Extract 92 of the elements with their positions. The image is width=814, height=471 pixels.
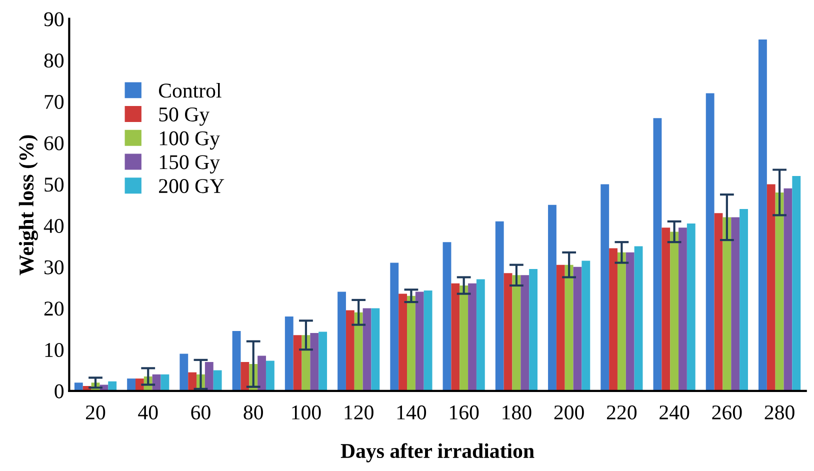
bar: [564, 264, 574, 391]
bar: [338, 292, 346, 391]
bar: [670, 232, 679, 391]
legend-label: 150 Gy: [160, 155, 220, 174]
legend-label: 100 Gy: [160, 131, 220, 150]
bar: [188, 372, 197, 391]
x-tick-label: 200: [554, 405, 584, 420]
bar: [266, 360, 274, 391]
bar: [310, 333, 319, 391]
legend-label: 50 Gy: [159, 107, 210, 126]
bar: [398, 294, 408, 391]
bar: [706, 93, 714, 391]
x-tick-label: 100: [292, 405, 321, 420]
bar: [766, 184, 776, 391]
y-tick-label: 80: [44, 54, 64, 68]
bar: [662, 228, 670, 391]
bar: [784, 188, 792, 391]
bar: [520, 275, 530, 391]
bar: [180, 354, 188, 391]
x-tick-label: 20: [86, 405, 106, 420]
bar: [476, 279, 485, 391]
bar: [415, 292, 424, 391]
y-tick-label: 50: [44, 178, 64, 192]
bar: [468, 283, 476, 391]
bar: [318, 332, 328, 391]
x-tick-label: 40: [138, 405, 158, 420]
bar: [600, 184, 610, 391]
bar: [775, 192, 784, 391]
bar: [258, 356, 266, 391]
bar: [529, 268, 538, 391]
bar: [722, 217, 732, 391]
bar: [346, 310, 354, 391]
bar: [792, 176, 801, 391]
bar: [108, 381, 117, 391]
bar: [512, 275, 521, 391]
bar: [504, 273, 512, 391]
bar: [204, 362, 214, 391]
bar: [354, 312, 363, 391]
bar: [424, 290, 432, 391]
y-tick-label: 0: [54, 384, 64, 398]
bar: [127, 378, 136, 391]
bar: [232, 330, 241, 391]
x-axis-title: Days after irradiation: [340, 443, 534, 462]
y-tick-label: 30: [44, 260, 64, 274]
bar: [451, 283, 460, 391]
x-tick-label: 140: [397, 405, 426, 420]
bar: [758, 40, 767, 391]
bar: [731, 217, 740, 391]
bar: [556, 264, 565, 391]
bar: [582, 260, 590, 391]
y-axis-title: Weight loss (%): [18, 135, 38, 276]
x-tick-label: 60: [191, 405, 210, 420]
bar: [390, 262, 399, 391]
bar: [284, 316, 294, 391]
bar: [362, 308, 372, 391]
x-tick-label: 120: [344, 405, 374, 420]
y-tick-label: 90: [44, 12, 64, 26]
bar: [371, 308, 380, 391]
legend-label: 200 GY: [159, 179, 224, 194]
bar: [407, 296, 416, 391]
y-tick-label: 20: [44, 302, 64, 316]
bar: [617, 252, 626, 391]
bar: [653, 118, 662, 391]
y-tick-label: 70: [44, 94, 64, 109]
y-tick-label: 60: [44, 136, 64, 150]
y-tick-label: 40: [44, 218, 64, 233]
bar: [609, 248, 618, 391]
x-tick-label: 260: [712, 405, 742, 420]
bar: [293, 335, 302, 391]
bar: [460, 286, 468, 391]
bar: [495, 221, 504, 391]
bar: [442, 242, 452, 391]
x-tick-label: 240: [660, 405, 690, 420]
bar: [740, 209, 748, 391]
bar: [74, 382, 83, 391]
bar: [626, 252, 634, 391]
legend-label: Control: [158, 82, 222, 98]
bar: [678, 228, 687, 391]
x-tick-label: 80: [244, 405, 263, 420]
x-tick-label: 160: [450, 405, 479, 420]
y-tick-label: 10: [45, 342, 64, 358]
bar: [548, 204, 556, 391]
bar: [634, 246, 643, 391]
bar: [714, 213, 723, 391]
bar: [573, 266, 582, 391]
bar: [160, 374, 170, 391]
bar: [240, 362, 250, 391]
x-tick-label: 180: [502, 405, 532, 420]
x-tick-label: 280: [764, 405, 794, 420]
x-tick-label: 220: [606, 405, 637, 420]
bar: [686, 223, 696, 391]
bar: [213, 370, 222, 391]
